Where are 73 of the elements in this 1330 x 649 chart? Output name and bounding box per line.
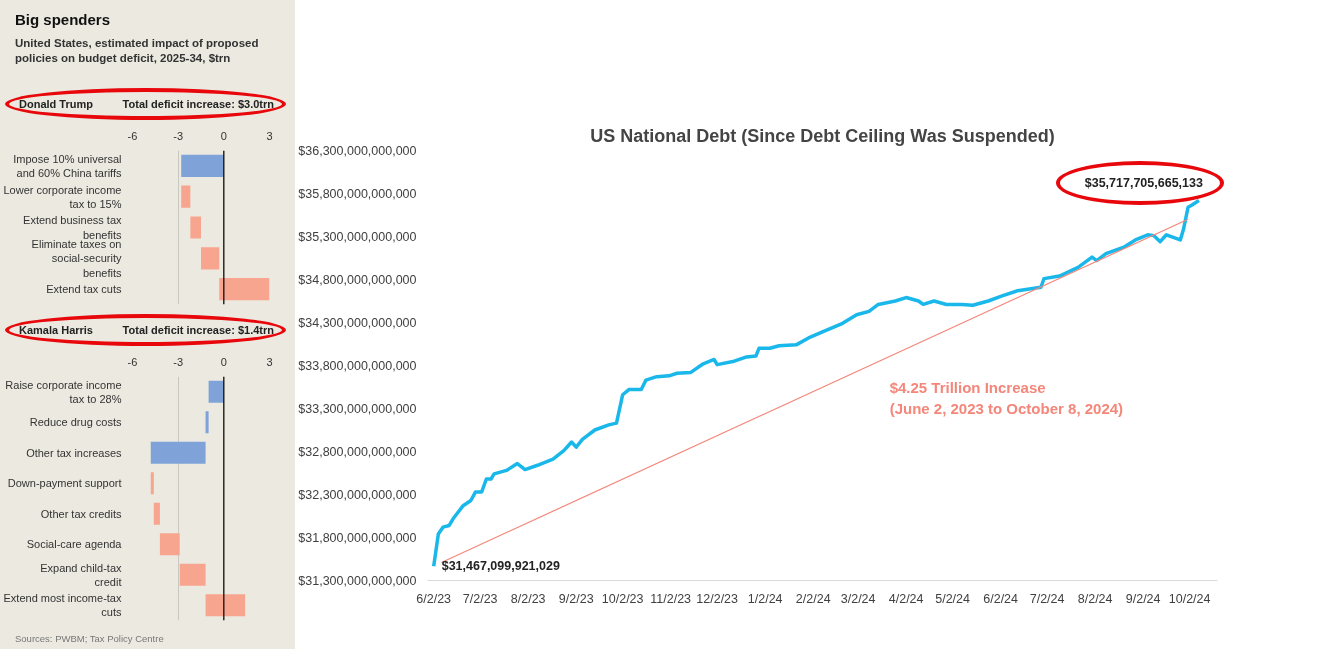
y-tick-label: Social-care agenda: [26, 538, 123, 551]
y-tick-label: Extend most income-tax cuts: [3, 592, 122, 619]
text: Donald Trump: [19, 97, 93, 112]
chart-title: US National Debt (Since Debt Ceiling Was Suspended): [590, 125, 1055, 146]
bar: [179, 563, 206, 586]
x-tick-label: 9/2/23: [558, 591, 594, 606]
bar: [208, 380, 224, 403]
x-tick-label: -6: [127, 355, 138, 368]
text: Total deficit increase: $1.4trn: [122, 323, 274, 338]
y-tick-label: Other tax credits: [40, 507, 122, 520]
x-tick-label: 7/2/24: [1029, 591, 1065, 606]
source-note: Sources: PWBM; Tax Policy Centre: [15, 632, 164, 646]
y-tick-label: $34,800,000,000,000: [298, 272, 417, 287]
annotation: $4.25 Trillion Increase: [889, 378, 1046, 396]
y-tick-label: $35,300,000,000,000: [298, 229, 417, 244]
y-tick-label: $36,300,000,000,000: [298, 143, 417, 158]
y-tick-label: Expand child-tax credit: [40, 561, 122, 588]
x-tick-label: 4/2/24: [888, 591, 924, 606]
x-tick-label: -6: [127, 129, 138, 142]
y-tick-label: $34,300,000,000,000: [298, 315, 417, 330]
x-tick-label: 9/2/24: [1125, 591, 1161, 606]
chart-title: Big spenders: [15, 10, 112, 30]
y-tick-label: Impose 10% universal and 60% China tariffs: [13, 152, 122, 180]
y-tick-label: $31,800,000,000,000: [298, 530, 417, 545]
x-tick-label: 8/2/24: [1077, 591, 1113, 606]
bar: [201, 247, 220, 270]
x-tick-label: 12/2/23: [696, 591, 739, 606]
bar: [153, 502, 160, 525]
bar: [181, 154, 224, 177]
x-tick-label: 1/2/24: [747, 591, 783, 606]
bar: [219, 278, 270, 301]
x-tick-label: 3/2/24: [840, 591, 876, 606]
y-tick-label: Lower corporate income tax to 15%: [3, 183, 122, 210]
x-tick-label: 10/2/24: [1168, 591, 1211, 606]
bar: [159, 533, 180, 556]
x-tick-label: -3: [173, 355, 184, 368]
y-tick-label: Reduce drug costs: [29, 416, 122, 429]
x-tick-label: 2/2/24: [795, 591, 831, 606]
y-tick-label: $35,800,000,000,000: [298, 186, 417, 201]
bar: [150, 472, 154, 495]
x-tick-label: 5/2/24: [935, 591, 971, 606]
bar: [190, 216, 201, 239]
bar: [181, 185, 191, 208]
y-tick-label: $31,300,000,000,000: [298, 573, 417, 588]
x-tick-label: -3: [173, 129, 184, 142]
x-tick-label: 11/2/23: [650, 591, 692, 606]
x-tick-label: 10/2/23: [601, 591, 644, 606]
y-tick-label: $33,300,000,000,000: [298, 401, 417, 416]
x-tick-label: 7/2/23: [462, 591, 498, 606]
annotation: (June 2, 2023 to October 8, 2024): [889, 400, 1124, 417]
bar: [205, 594, 246, 617]
x-tick-label: 3: [266, 129, 273, 142]
y-tick-label: $33,800,000,000,000: [298, 358, 417, 373]
annotation: $31,467,099,921,029: [441, 559, 560, 574]
x-tick-label: 8/2/23: [510, 591, 546, 606]
y-tick-label: $32,300,000,000,000: [298, 487, 417, 502]
y-tick-label: Raise corporate income tax to 28%: [5, 378, 122, 405]
y-tick-label: $32,800,000,000,000: [298, 444, 417, 459]
bar: [150, 441, 206, 464]
x-tick-label: 0: [220, 355, 227, 368]
y-tick-label: Other tax increases: [26, 446, 122, 459]
chart-subtitle: United States, estimated impact of proposed policies on budget deficit, 2025-34, $trn: [15, 36, 260, 67]
bar: [205, 411, 209, 434]
x-tick-label: 0: [220, 129, 227, 142]
y-tick-label: Extend business tax benefits: [23, 214, 122, 241]
text: Kamala Harris: [19, 323, 93, 338]
y-tick-label: Extend tax cuts: [46, 283, 122, 296]
x-tick-label: 6/2/24: [983, 591, 1019, 606]
x-tick-label: 6/2/23: [416, 591, 452, 606]
text: Total deficit increase: $3.0trn: [122, 97, 274, 112]
annotation: $35,717,705,665,133: [1084, 175, 1203, 190]
y-tick-label: Down-payment support: [7, 477, 122, 490]
x-tick-label: 3: [266, 355, 273, 368]
